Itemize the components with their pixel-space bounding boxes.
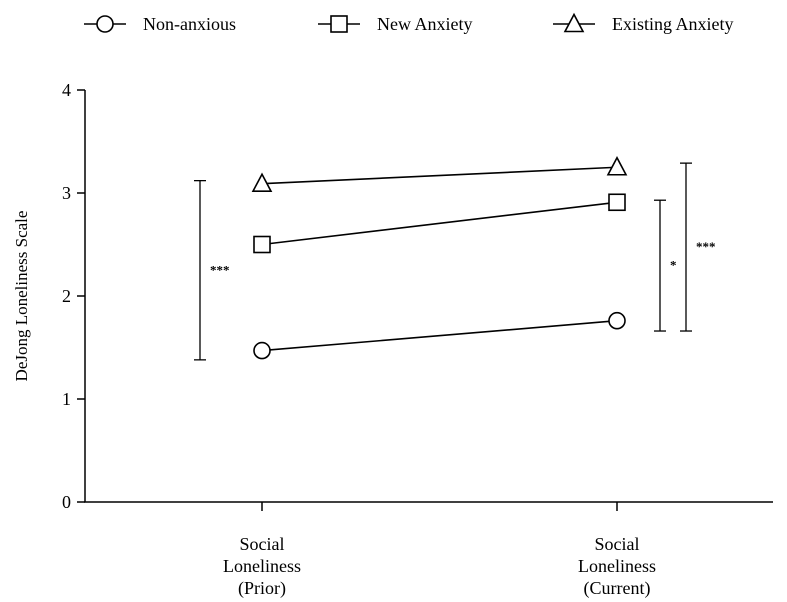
series-lines: [261, 166, 618, 352]
legend-square-icon: [330, 15, 348, 33]
series-line: [261, 201, 618, 246]
data-point: [608, 311, 626, 330]
x-tick-label: Loneliness: [223, 556, 301, 576]
data-point: [253, 341, 271, 360]
significance-label: *: [670, 258, 677, 273]
data-point: [608, 193, 626, 212]
series-markers: [251, 156, 628, 360]
legend-label: Non-anxious: [143, 14, 236, 34]
significance-label: ***: [696, 239, 716, 254]
legend-triangle-icon: [563, 12, 585, 33]
y-tick-label: 2: [62, 286, 71, 306]
x-tick-label: Social: [595, 534, 640, 554]
series-line: [261, 319, 618, 352]
data-point: [251, 172, 273, 193]
x-tick-label: Loneliness: [578, 556, 656, 576]
x-tick-label: Social: [240, 534, 285, 554]
significance-brackets: *** ****: [194, 162, 716, 361]
y-tick-label: 0: [62, 492, 71, 512]
legend-label: Existing Anxiety: [612, 14, 734, 34]
y-ticks: 0 1 2 3 4: [62, 80, 85, 512]
data-point: [253, 235, 271, 254]
y-tick-label: 4: [62, 80, 71, 100]
x-ticks: SocialLoneliness(Prior)SocialLoneliness(…: [223, 502, 656, 599]
axes: DeJong Loneliness Scale: [12, 90, 773, 503]
x-tick-label: (Prior): [238, 578, 286, 599]
legend: Non-anxious New Anxiety Existing Anxiety: [84, 12, 734, 34]
legend-label: New Anxiety: [377, 14, 472, 34]
y-tick-label: 3: [62, 183, 71, 203]
significance-label: ***: [210, 262, 230, 277]
y-tick-label: 1: [62, 389, 71, 409]
data-point: [606, 156, 628, 176]
x-tick-label: (Current): [584, 578, 651, 599]
series-line: [261, 166, 618, 185]
y-axis-label: DeJong Loneliness Scale: [12, 211, 31, 382]
legend-circle-icon: [96, 15, 114, 33]
